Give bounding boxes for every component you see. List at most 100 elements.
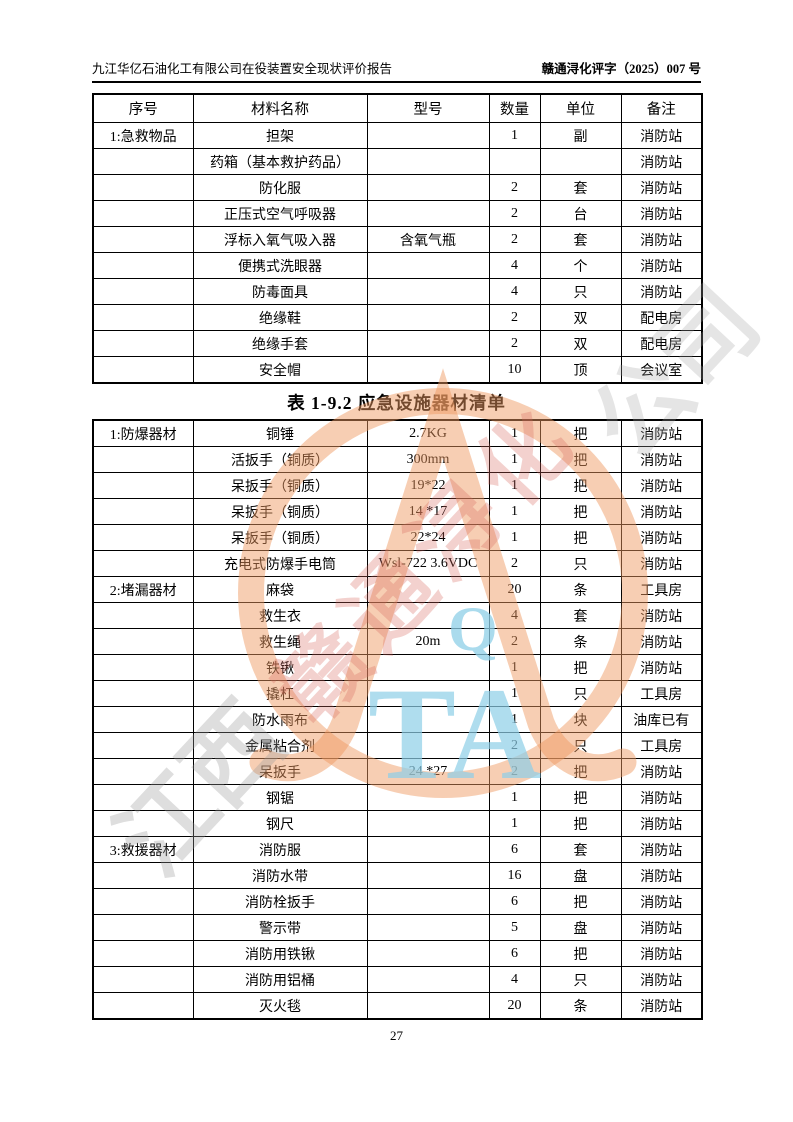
- table-cell: [366, 174, 490, 201]
- table-cell: [366, 914, 490, 941]
- table-cell: 把: [539, 810, 622, 837]
- table-cell: [366, 680, 490, 707]
- table-cell: 正压式空气呼吸器: [192, 200, 368, 227]
- table-row: 呆扳手（铜质） 22*24 1 把消防站: [92, 524, 703, 551]
- table-cell: 消防站: [620, 122, 703, 149]
- table-row: 绝缘鞋 2 双配电房: [92, 304, 703, 331]
- table-cell: 3:救援器材: [92, 836, 194, 863]
- table-row: 充电式防爆手电筒 Wsl-722 3.6VDC 2 只消防站: [92, 550, 703, 577]
- table-cell: 19*22: [366, 472, 490, 499]
- table-cell: 6: [488, 888, 541, 915]
- table-cell: [366, 784, 490, 811]
- table-cell: [92, 446, 194, 473]
- table-cell: 工具房: [620, 576, 703, 603]
- table-cell: [92, 602, 194, 629]
- table-cell: 消防栓扳手: [192, 888, 368, 915]
- table-header-row: 序号 材料名称 型号 数量 单位 备注: [92, 93, 703, 123]
- table-cell: [92, 472, 194, 499]
- table-row: 1:急救物品 担架 1 副消防站: [92, 122, 703, 149]
- table-cell: 4: [488, 602, 541, 629]
- table-cell: [366, 602, 490, 629]
- table-cell: 2: [488, 174, 541, 201]
- table-cell: 消防用铁锹: [192, 940, 368, 967]
- header-report-title: 九江华亿石油化工有限公司在役装置安全现状评价报告: [92, 62, 393, 76]
- table-cell: [92, 706, 194, 733]
- table-cell: [488, 148, 541, 175]
- table-cell: 配电房: [620, 330, 703, 357]
- table-cell: [366, 862, 490, 889]
- table-cell: 油库已有: [620, 706, 703, 733]
- table-row: 呆扳手 24 *27 2 把消防站: [92, 758, 703, 785]
- emergency-supplies-table: 序号 材料名称 型号 数量 单位 备注 1:急救物品 担架 1 副消防站 药箱（基本救护药品） 消防…: [92, 93, 703, 384]
- table-cell: 铜锤: [192, 419, 368, 447]
- table-cell: 救生衣: [192, 602, 368, 629]
- table-cell: 4: [488, 966, 541, 993]
- table-cell: 消防站: [620, 784, 703, 811]
- table-row: 2:堵漏器材 麻袋 20 条工具房: [92, 576, 703, 603]
- table-cell: 1:防爆器材: [92, 419, 194, 447]
- table-cell: 消防站: [620, 888, 703, 915]
- table-cell: [366, 356, 490, 384]
- table-cell: 消防站: [620, 148, 703, 175]
- table-cell: 2: [488, 200, 541, 227]
- table-row: 防毒面具 4 只消防站: [92, 278, 703, 305]
- table-cell: [92, 226, 194, 253]
- table-cell: 只: [539, 680, 622, 707]
- table-cell: 充电式防爆手电筒: [192, 550, 368, 577]
- table-row: 钢锯 1 把消防站: [92, 784, 703, 811]
- table-cell: 呆扳手: [192, 758, 368, 785]
- table-cell: 副: [539, 122, 622, 149]
- table-cell: 把: [539, 524, 622, 551]
- table-row: 呆扳手（铜质） 19*22 1 把消防站: [92, 472, 703, 499]
- table-cell: 2.7KG: [366, 419, 490, 447]
- table-row: 警示带 5 盘消防站: [92, 914, 703, 941]
- table-cell: 铁锹: [192, 654, 368, 681]
- table-cell: 只: [539, 550, 622, 577]
- table-cell: [92, 304, 194, 331]
- table-cell: [366, 888, 490, 915]
- table-cell: [92, 628, 194, 655]
- table-cell: 只: [539, 278, 622, 305]
- table-cell: 消防站: [620, 174, 703, 201]
- table-cell: 14 *17: [366, 498, 490, 525]
- table-cell: 只: [539, 966, 622, 993]
- table-row: 药箱（基本救护药品） 消防站: [92, 148, 703, 175]
- table-cell: 2: [488, 226, 541, 253]
- table-row: 消防栓扳手 6 把消防站: [92, 888, 703, 915]
- table-cell: 5: [488, 914, 541, 941]
- table-cell: 1: [488, 446, 541, 473]
- table-row: 浮标入氧气吸入器 含氧气瓶 2 套消防站: [92, 226, 703, 253]
- table-cell: 防化服: [192, 174, 368, 201]
- table-cell: 药箱（基本救护药品）: [192, 148, 368, 175]
- table-cell: 双: [539, 304, 622, 331]
- table-cell: [366, 252, 490, 279]
- table-cell: [92, 888, 194, 915]
- column-header: 材料名称: [192, 93, 368, 123]
- table-cell: 配电房: [620, 304, 703, 331]
- table-cell: 2: [488, 758, 541, 785]
- table-cell: [366, 654, 490, 681]
- table-cell: 1: [488, 419, 541, 447]
- table-cell: [366, 304, 490, 331]
- table-cell: 消防站: [620, 602, 703, 629]
- table-cell: 防水雨布: [192, 706, 368, 733]
- table-row: 铁锹 1 把消防站: [92, 654, 703, 681]
- column-header: 备注: [620, 93, 703, 123]
- table-cell: 20: [488, 992, 541, 1020]
- table-cell: 消防站: [620, 836, 703, 863]
- table-cell: 消防服: [192, 836, 368, 863]
- table-cell: 消防站: [620, 200, 703, 227]
- table-cell: 会议室: [620, 356, 703, 384]
- table-cell: 2: [488, 304, 541, 331]
- table-cell: 条: [539, 576, 622, 603]
- table-row: 1:防爆器材 铜锤 2.7KG 1 把消防站: [92, 419, 703, 447]
- table-row: 防化服 2 套消防站: [92, 174, 703, 201]
- table-cell: [92, 356, 194, 384]
- table-cell: 盘: [539, 914, 622, 941]
- table-row: 金属粘合剂 2 只工具房: [92, 732, 703, 759]
- table-cell: 消防站: [620, 966, 703, 993]
- table-row: 呆扳手（铜质） 14 *17 1 把消防站: [92, 498, 703, 525]
- table-row: 消防用铝桶 4 只消防站: [92, 966, 703, 993]
- table-cell: 2: [488, 330, 541, 357]
- table-cell: 消防站: [620, 498, 703, 525]
